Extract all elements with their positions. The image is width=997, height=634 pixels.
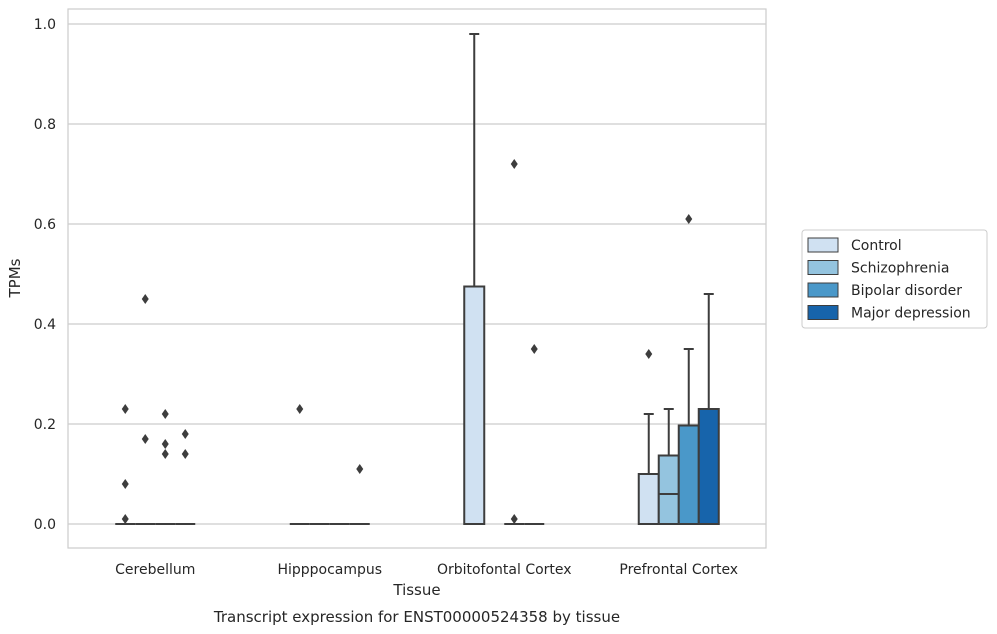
- legend-swatch: [807, 305, 839, 320]
- box-body: [637, 473, 660, 525]
- outlier-point: [141, 294, 149, 304]
- y-tick-label: 0.0: [34, 517, 56, 533]
- outlier-point: [356, 464, 364, 474]
- outlier-point: [510, 159, 518, 169]
- outlier-point: [161, 439, 169, 449]
- outlier-point: [510, 514, 518, 524]
- box-3-2: [524, 344, 545, 525]
- box-0-2: [463, 33, 486, 525]
- y-tick-label: 0.6: [34, 217, 56, 233]
- legend: Control Schizophrenia Bipolar disorder Majo…: [801, 229, 988, 329]
- box-body: [463, 285, 486, 525]
- x-axis-title: Tissue: [392, 581, 440, 599]
- box-0-0: [115, 404, 136, 525]
- box-1-3: [657, 408, 680, 525]
- plot-frame: [67, 8, 767, 549]
- legend-swatch: [807, 260, 839, 275]
- y-axis-ticks: 0.0 0.2 0.4 0.6 0.8 1.0: [34, 17, 56, 533]
- x-axis-ticks: Cerebellum Hipppocampus Orbitofontal Corte…: [115, 562, 738, 578]
- gridlines: [68, 23, 766, 525]
- outlier-point: [645, 349, 653, 359]
- y-axis-title: TPMs: [6, 258, 24, 298]
- x-tick-label: Hipppocampus: [277, 562, 382, 578]
- x-tick-label: Prefrontal Cortex: [619, 562, 738, 578]
- box-2-0: [155, 409, 176, 525]
- legend-swatch: [807, 237, 839, 253]
- legend-swatch: [807, 282, 839, 298]
- box-body: [657, 454, 680, 525]
- box-body: [677, 424, 700, 525]
- x-tick-label: Orbitofontal Cortex: [437, 562, 572, 578]
- y-tick-label: 0.2: [34, 417, 56, 433]
- legend-label: Schizophrenia: [851, 261, 949, 277]
- outlier-point: [181, 429, 189, 439]
- outlier-point: [141, 434, 149, 444]
- outlier-point: [530, 344, 538, 354]
- outlier-point: [121, 404, 129, 414]
- outlier-point: [181, 449, 189, 459]
- outlier-point: [121, 514, 129, 524]
- box-3-3: [697, 293, 720, 525]
- y-tick-label: 0.4: [34, 317, 56, 333]
- legend-frame: [801, 229, 988, 329]
- outlier-point: [296, 404, 304, 414]
- legend-label: Bipolar disorder: [851, 283, 962, 299]
- box-3-1: [349, 464, 370, 525]
- box-2-2: [504, 159, 525, 525]
- outlier-point: [121, 479, 129, 489]
- y-tick-label: 1.0: [34, 17, 56, 33]
- box-3-0: [175, 429, 196, 525]
- x-tick-label: Cerebellum: [115, 562, 195, 578]
- box-2-3: [677, 214, 700, 525]
- legend-label: Control: [851, 238, 902, 254]
- plot-area: [115, 33, 720, 525]
- y-tick-label: 0.8: [34, 117, 56, 133]
- legend-label: Major depression: [851, 306, 971, 322]
- box-body: [697, 408, 720, 525]
- box-0-1: [289, 404, 310, 525]
- outlier-point: [161, 449, 169, 459]
- chart-caption: Transcript expression for ENST0000052435…: [213, 608, 620, 626]
- outlier-point: [685, 214, 693, 224]
- outlier-point: [161, 409, 169, 419]
- box-1-0: [135, 294, 156, 525]
- box-0-3: [637, 349, 660, 525]
